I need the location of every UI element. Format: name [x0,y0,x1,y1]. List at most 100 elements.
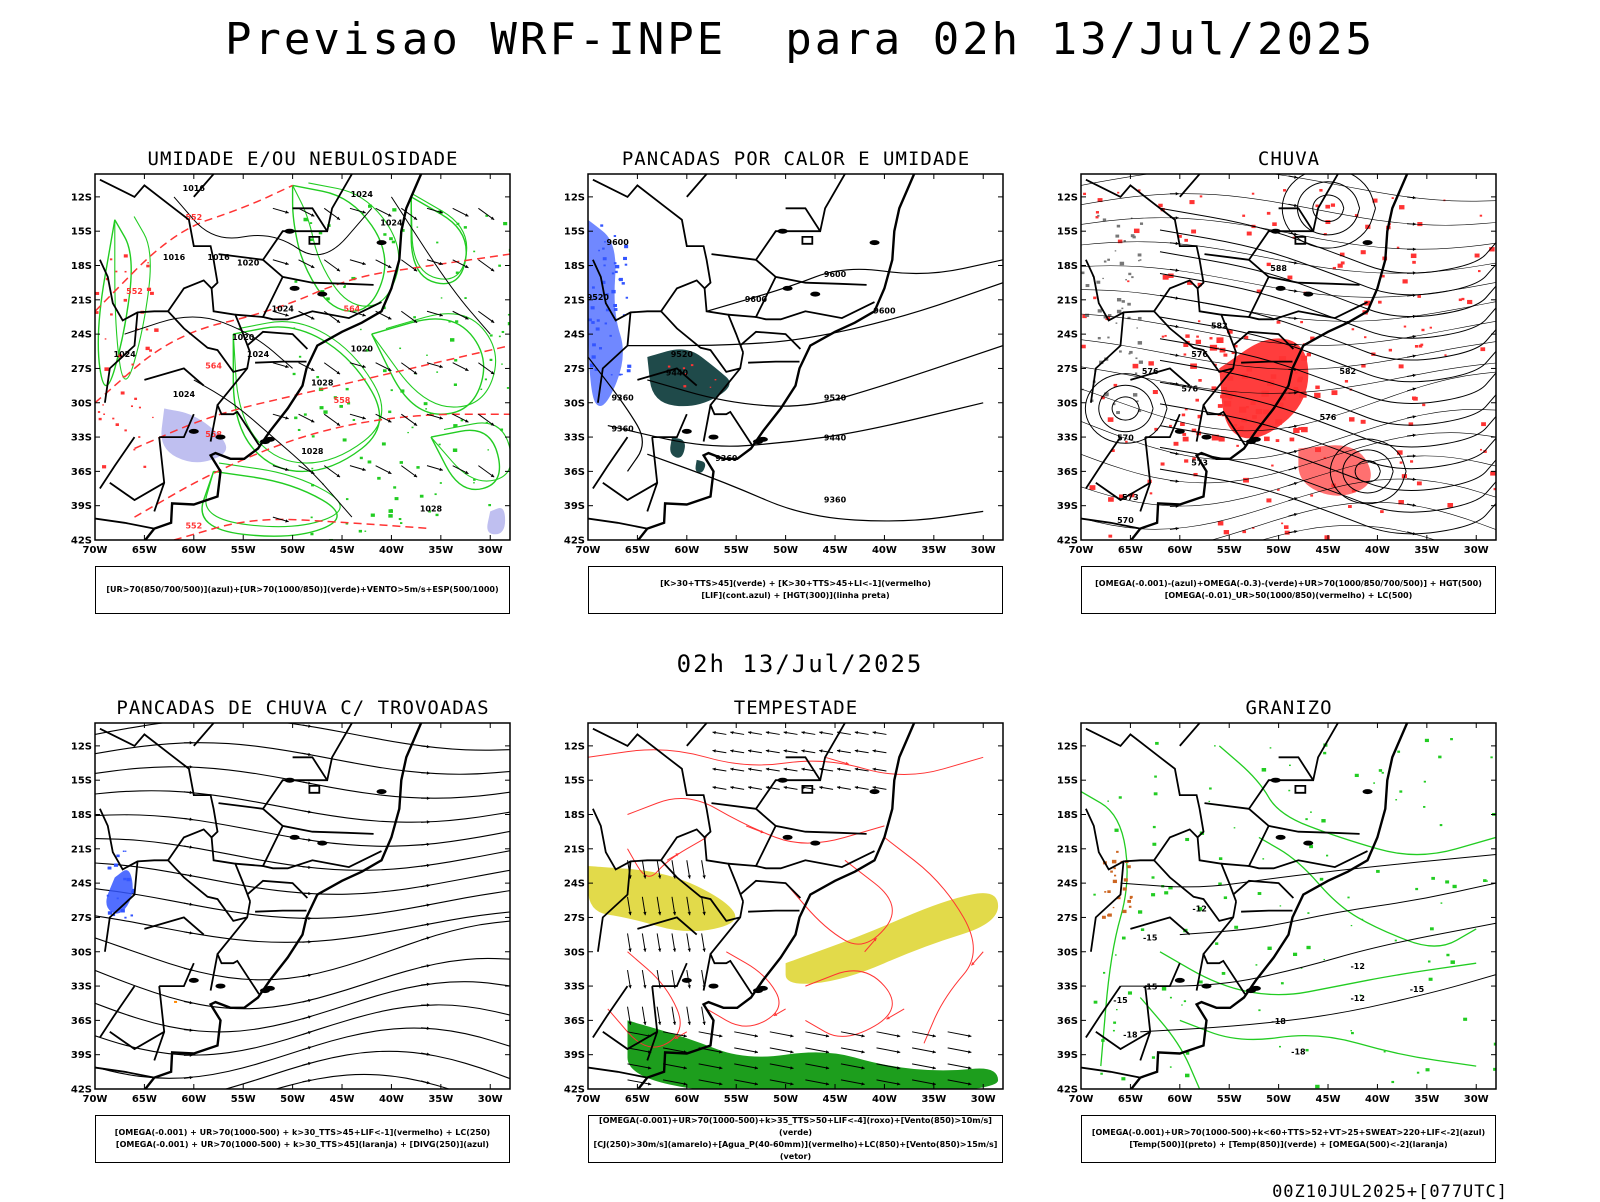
state-border [219,803,264,809]
state-border [1091,312,1124,402]
lifted-index-speckle [612,272,614,274]
lake-blob [1276,835,1286,840]
contour-label: 552 [185,213,202,222]
wind-vector [948,1032,972,1037]
lon-tick-label: 65W [1118,1094,1143,1105]
rain-speckle [1422,404,1425,406]
legend-line: [CJ(250)>30m/s](amarelo)+[Agua_P(40-60mm… [589,1139,1002,1163]
legend-line: [Temp(500)](preto) + [Temp(850)](verde) … [1129,1139,1447,1151]
temperature-850-speckle [1154,776,1157,778]
thickness-speckle [138,436,140,438]
rain-speckle [1196,336,1199,338]
rain-speckle [1108,417,1114,422]
rain-speckle [1263,409,1269,414]
contour-label: 552 [126,287,143,296]
divergence-speckle [108,867,111,870]
temperature-850-speckle [1415,888,1418,890]
humidity-high-levels [487,508,505,534]
thickness-speckle [150,292,154,295]
lifted-index-speckle [614,308,618,311]
rain-speckle [1444,354,1446,356]
rain-speckle [1108,497,1114,502]
humidity-low-levels-speckle [395,497,399,500]
arrow-head [1176,192,1179,195]
temperature-850-speckle [1199,980,1203,983]
lifted-index-speckle [611,290,615,293]
omega-500-speckle [1104,891,1106,893]
rain-speckle [1117,192,1119,194]
rain-speckle [1236,445,1239,447]
state-border [168,280,212,311]
lat-tick-label: 12S [1057,741,1078,752]
lake-blob [778,778,788,783]
humidity-low-levels-speckle [360,457,363,459]
state-border [1180,723,1200,746]
temperature-850-speckle [1428,960,1431,962]
contour-label: 576 [1320,413,1337,422]
lifted-index-speckle [600,224,603,226]
omega-500-speckle [1130,896,1133,898]
temperature-850-speckle [1234,827,1236,828]
temperature-850-speckle [1376,870,1380,873]
temperature-850-speckle [1215,942,1218,945]
thickness-speckle [133,449,135,451]
rain-speckle [1189,200,1194,204]
humidity-low-levels-speckle [343,438,347,441]
state-border [740,881,800,898]
rain-speckle [1290,438,1295,442]
rain-speckle [1267,212,1271,215]
rain-speckle [1361,420,1366,424]
lifted-index-speckle [627,365,631,368]
humidity-low-levels-speckle [450,338,454,342]
divergence-speckle [108,911,112,914]
panel-title: TEMPESTADE [561,697,1031,719]
state-border [100,437,135,488]
instability-core [668,366,670,368]
state-border [712,254,757,260]
rain-speckle [1324,535,1329,539]
legend-line: [LIF](cont.azul) + [HGT(300)](linha pret… [701,590,889,602]
rain-speckle [1301,427,1308,432]
map-granizo: -12-15-12-15-12-15-18-15-18-1812S15S18S2… [1054,719,1524,1139]
lon-tick-label: 70W [576,545,601,556]
temperature-850-contour [1259,837,1476,946]
lon-tick-label: 65W [625,545,650,556]
thickness-speckle [124,429,126,431]
rain-speckle [1096,211,1099,213]
lifted-index-speckle [614,235,616,237]
temperature-850-speckle [1209,787,1212,789]
cloud-speckle [1103,218,1106,221]
instability-area [696,460,706,473]
temperature-850-speckle [1262,768,1266,772]
humidity-low-levels-speckle [412,427,414,429]
lat-tick-label: 12S [564,192,585,203]
lon-tick-label: 45W [823,1094,848,1105]
lake-blob [870,240,880,245]
lifted-index-speckle [605,322,607,324]
panel-title: UMIDADE E/OU NEBULOSIDADE [68,148,538,170]
lat-tick-label: 33S [71,433,92,444]
lake-blob [1175,978,1185,983]
rain-speckle [1182,433,1186,436]
cloud-speckle [1138,260,1140,261]
omega-500-speckle [1114,875,1116,877]
state-border [748,362,799,363]
rain-speckle [1287,276,1292,280]
lat-tick-label: 39S [564,501,585,512]
humidity-low-levels-speckle [455,320,458,323]
federal-district-border [802,237,812,244]
temperature-850-speckle [1305,818,1307,820]
arrow-head [190,765,193,768]
rain-speckle [1264,437,1270,442]
rain-speckle [1338,264,1343,268]
forecast-time-subtitle: 02h 13/Jul/2025 [0,650,1600,678]
lon-tick-label: 55W [231,1094,256,1105]
temperature-850-speckle [1307,912,1309,914]
lake-blob [810,292,820,297]
rain-speckle [1310,494,1313,496]
rain-speckle [1480,449,1482,451]
state-border [159,963,194,986]
lake-blob [778,229,788,234]
thickness-contour [95,185,293,311]
humidity-low-levels-speckle [326,297,330,300]
